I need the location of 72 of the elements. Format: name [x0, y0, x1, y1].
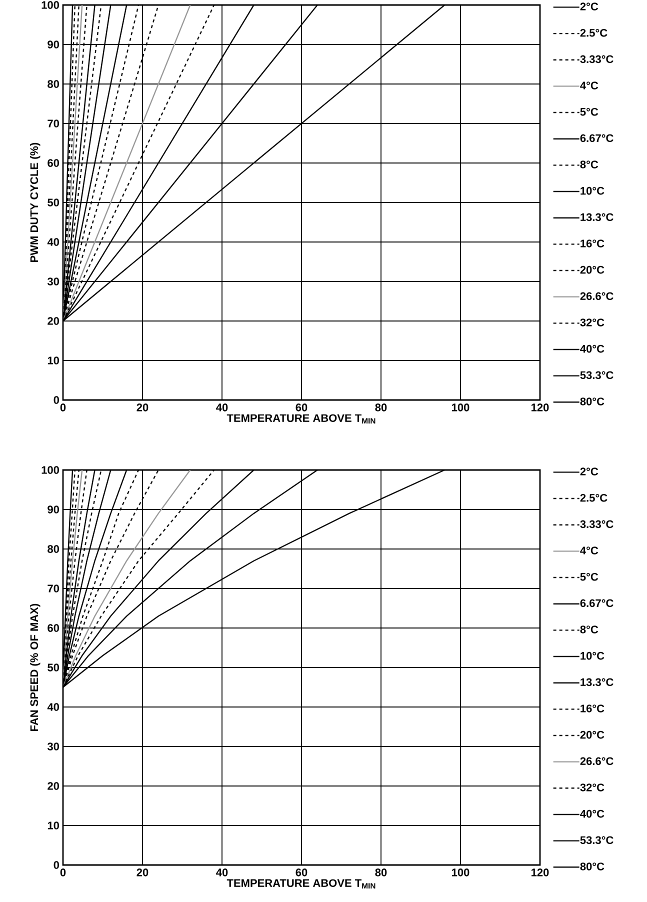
y-tick-label: 0 [54, 396, 60, 404]
x-tick-label: 20 [136, 868, 148, 876]
legend-label: 8°C [580, 626, 598, 634]
x-tick-label: 100 [452, 868, 470, 876]
legend-label: 53.3°C [580, 836, 614, 844]
legend-label: 40°C [580, 810, 604, 818]
y-tick-label: 40 [47, 703, 60, 711]
y-tick-label: 90 [48, 40, 60, 48]
legend-label: 32°C [580, 784, 604, 792]
x-tick-label: 0 [60, 404, 66, 412]
x-tick-label: 40 [216, 404, 228, 412]
legend-label: 4°C [580, 546, 598, 554]
x-axis-title: TEMPERATURE ABOVE T$_{MIN}$ [226, 414, 376, 424]
legend-label: 2°C [580, 468, 598, 476]
legend-label: 10°C [580, 186, 604, 195]
x-tick-label: 60 [296, 404, 308, 412]
legend-label: 6.67°C [580, 599, 614, 608]
x-axis-title: TEMPERATURE ABOVE T$_{MIN}$ [226, 879, 376, 889]
y-tick-label: 40 [47, 238, 60, 246]
x-tick-label: 120 [532, 868, 549, 876]
y-tick-label: 80 [48, 545, 60, 553]
legend-label: 16°C [580, 240, 604, 248]
legend-label: 16°C [580, 704, 604, 712]
y-tick-label: 10 [48, 356, 60, 364]
y-tick-label: 50 [48, 198, 60, 206]
legend-label: 3.33°C [580, 520, 614, 528]
x-tick-label: 60 [296, 868, 308, 876]
legend-label: 80°C [580, 398, 604, 406]
legend-label: 53.3°C [580, 371, 614, 380]
legend-label: 5°C [580, 108, 598, 116]
x-tick-label: 100 [452, 404, 470, 412]
x-tick-label: 80 [375, 404, 387, 412]
y-tick-label: 70 [48, 584, 60, 592]
x-tick-label: 120 [532, 404, 549, 412]
legend-label: 26.6°C [580, 757, 614, 766]
y-tick-label: 100 [42, 466, 60, 474]
x-tick-label: 80 [375, 868, 387, 876]
legend-label: 40°C [580, 344, 604, 353]
y-tick-label: 30 [47, 742, 60, 750]
legend-label: 2.5°C [580, 494, 608, 502]
x-tick-label: 20 [136, 404, 148, 412]
legend-label: 20°C [580, 730, 604, 739]
y-tick-label: 20 [48, 782, 60, 790]
legend-label: 5°C [580, 572, 598, 581]
legend-label: 8°C [580, 160, 598, 168]
legend-label: 3.33°C [580, 55, 614, 64]
legend-label: 20°C [580, 266, 604, 274]
legend-label: 10°C [580, 652, 604, 660]
legend-label: 6.67°C [580, 134, 614, 142]
y-tick-label: 30 [47, 278, 60, 286]
y-axis-title: PWM DUTY CYCLE (%) [30, 142, 40, 262]
legend-label: 2°C [580, 2, 598, 10]
y-tick-label: 10 [48, 822, 60, 830]
y-tick-label: 100 [42, 1, 60, 9]
legend-label: 2.5°C [580, 28, 608, 37]
y-axis-title: FAN SPEED (% OF MAX) [30, 604, 40, 731]
y-tick-label: 70 [48, 120, 60, 128]
y-tick-label: 20 [48, 317, 60, 325]
y-tick-label: 90 [48, 506, 60, 514]
x-tick-label: 0 [60, 868, 66, 876]
y-tick-label: 50 [48, 664, 60, 672]
legend-label: 13.3°C [580, 213, 614, 222]
y-tick-label: 0 [54, 861, 60, 869]
legend-label: 13.3°C [580, 678, 614, 686]
legend-label: 26.6°C [580, 292, 614, 300]
legend-label: 32°C [580, 318, 604, 326]
legend-label: 4°C [580, 82, 598, 90]
y-tick-label: 80 [48, 80, 60, 88]
y-tick-label: 60 [48, 624, 60, 632]
x-tick-label: 40 [216, 868, 228, 876]
legend-label: 80°C [580, 862, 604, 870]
y-tick-label: 60 [48, 159, 60, 167]
